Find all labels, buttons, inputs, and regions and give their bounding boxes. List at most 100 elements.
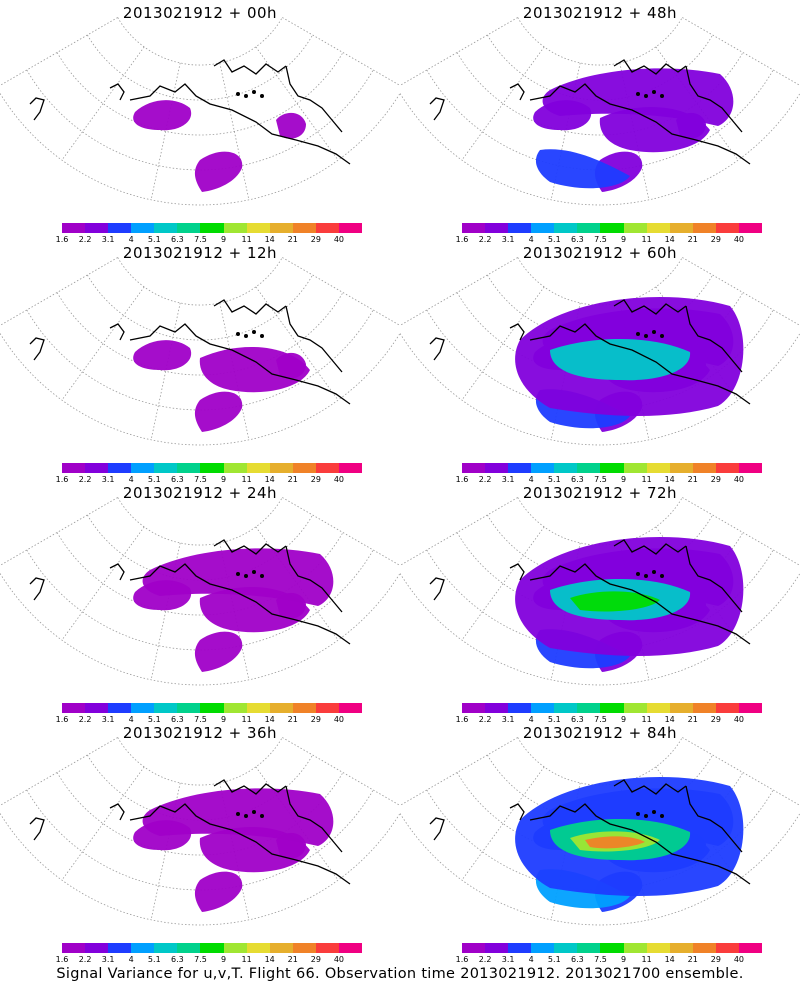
colorbar-tick-label: 2.2	[478, 235, 492, 244]
colorbar-tick-label: 3.1	[101, 475, 115, 484]
longitude-line	[682, 737, 800, 806]
colorbar-swatch	[715, 703, 739, 713]
colorbar-tick-label: 6.3	[571, 235, 584, 244]
colorbar-swatch	[462, 943, 486, 953]
colorbar-swatch	[292, 223, 316, 233]
coastline-segment	[529, 803, 751, 885]
island	[260, 814, 264, 818]
island	[252, 90, 256, 94]
island	[636, 92, 640, 96]
coastline-segment	[213, 539, 287, 555]
colorbar-swatch	[508, 943, 532, 953]
longitude-line	[400, 737, 518, 806]
colorbar-swatch	[485, 223, 509, 233]
colorbar-swatch	[692, 223, 716, 233]
variance-contour	[133, 100, 192, 131]
colorbar-tick-label: 11	[241, 955, 252, 964]
panel-title: 2013021912 + 12h	[122, 244, 278, 262]
colorbar-tick-label: 11	[641, 955, 652, 964]
colorbar-tick-label: 2.2	[78, 235, 92, 244]
island	[244, 94, 248, 98]
map-panel-48h: 2013021912 + 48h 1.6 2.2 3.1 4 5.1 6.3 7.5 9 11 1…	[400, 0, 800, 244]
colorbar-labels: 1.6 2.2 3.1 4 5.1 6.3 7.5 9 11 14 21 29 40	[456, 955, 762, 965]
colorbar-swatch	[646, 223, 670, 233]
colorbar-tick-label: 40	[333, 475, 345, 484]
colorbar	[462, 943, 763, 953]
island	[636, 572, 640, 576]
colorbar-tick-label: 9	[220, 475, 227, 484]
colorbar-tick-label: 1.6	[55, 715, 69, 724]
colorbar-tick-label: 5.1	[547, 955, 561, 964]
colorbar-labels: 1.6 2.2 3.1 4 5.1 6.3 7.5 9 11 14 21 29 40	[456, 475, 762, 485]
colorbar-tick-label: 3.1	[101, 235, 115, 244]
colorbar-tick-label: 14	[264, 715, 275, 724]
colorbar-swatch	[623, 463, 647, 473]
island	[252, 810, 256, 814]
coastline-segment	[685, 545, 743, 613]
map-plot	[400, 737, 800, 926]
variance-contour	[542, 68, 734, 126]
latitude-circle	[487, 754, 713, 821]
coastline-segment	[213, 779, 287, 795]
island	[252, 330, 256, 334]
colorbar-tick-label: 7.5	[594, 235, 607, 244]
colorbar-swatch	[485, 703, 509, 713]
variance-contour	[133, 340, 192, 371]
variance-contour	[142, 548, 334, 606]
longitude-line	[400, 17, 518, 86]
colorbar-swatch	[62, 943, 86, 953]
colorbar-tick-label: 7.5	[594, 955, 607, 964]
island	[252, 570, 256, 574]
island	[652, 330, 656, 334]
colorbar-tick-label: 29	[710, 955, 721, 964]
colorbar-swatch	[246, 943, 270, 953]
colorbar-swatch	[292, 463, 316, 473]
longitude-line	[61, 286, 145, 401]
island	[660, 574, 664, 578]
coastline-segment	[109, 83, 125, 101]
longitude-line	[400, 497, 518, 566]
map-panel-72h: 2013021912 + 72h 1.6 2.2 3.1 4 5.1 6.3 7.5 9 11 1…	[400, 480, 800, 724]
longitude-line	[461, 286, 545, 401]
variance-field	[515, 296, 744, 432]
colorbar-swatch	[531, 463, 555, 473]
longitude-line	[219, 62, 250, 200]
latitude-circle	[487, 34, 713, 101]
colorbar-swatch	[669, 943, 693, 953]
colorbar-tick-label: 3.1	[101, 955, 115, 964]
colorbar-swatch	[577, 223, 601, 233]
colorbar-swatch	[62, 463, 86, 473]
colorbar-tick-label: 29	[710, 715, 721, 724]
colorbar-swatch	[338, 703, 363, 713]
coastline-segment	[509, 83, 525, 101]
colorbar-tick-label: 14	[264, 475, 275, 484]
colorbar-swatch	[108, 223, 132, 233]
longitude-line	[255, 286, 339, 401]
lat-lon-grid	[0, 257, 400, 446]
longitude-line	[255, 526, 339, 641]
colorbar	[462, 223, 763, 233]
colorbar-swatch	[600, 943, 624, 953]
latitude-circle	[0, 812, 400, 926]
coastline-segment	[613, 59, 687, 75]
colorbar-swatch	[62, 703, 86, 713]
colorbar-swatch	[85, 703, 109, 713]
coastline	[429, 299, 751, 405]
latitude-circle	[0, 572, 400, 686]
colorbar-swatch	[692, 703, 716, 713]
colorbar-tick-label: 40	[733, 715, 745, 724]
colorbar-swatch	[715, 463, 739, 473]
island	[244, 334, 248, 338]
colorbar-swatch	[738, 943, 763, 953]
colorbar-tick-label: 4	[128, 235, 134, 244]
colorbar-swatch	[600, 703, 624, 713]
colorbar-tick-label: 21	[287, 475, 298, 484]
map-plot	[0, 17, 400, 206]
island	[236, 332, 240, 336]
colorbar-labels: 1.6 2.2 3.1 4 5.1 6.3 7.5 9 11 14 21 29 40	[456, 235, 762, 245]
coastline-segment	[613, 299, 687, 315]
colorbar-tick-label: 1.6	[55, 955, 69, 964]
colorbar-labels: 1.6 2.2 3.1 4 5.1 6.3 7.5 9 11 14 21 29 40	[56, 235, 362, 245]
colorbar-swatch	[715, 223, 739, 233]
island	[644, 574, 648, 578]
